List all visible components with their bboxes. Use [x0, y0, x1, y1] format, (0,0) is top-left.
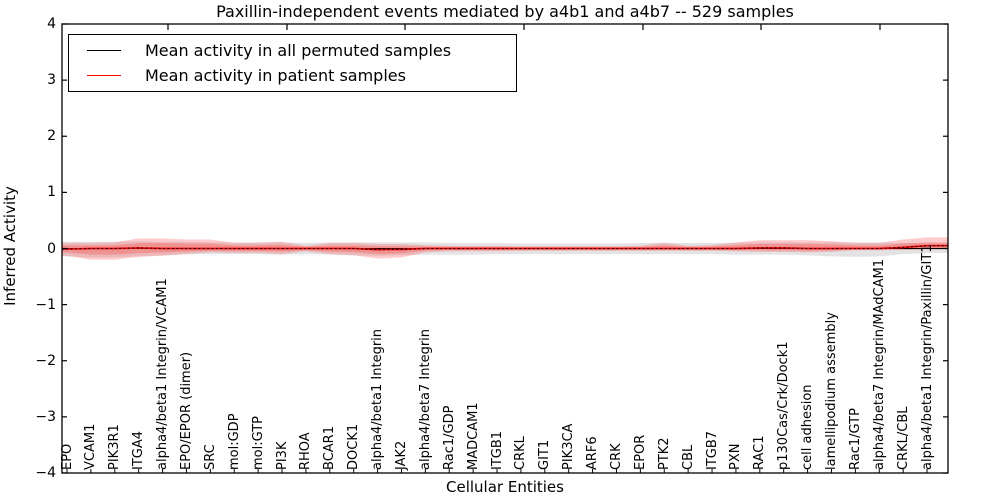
x-tick-label: RAC1 — [752, 435, 768, 470]
x-tick-label: lamellipodium assembly — [823, 312, 839, 470]
x-tick-label: cell adhesion — [800, 384, 816, 470]
x-tick-label: RHOA — [298, 432, 314, 470]
x-tick-label: CRK — [608, 443, 624, 470]
x-tick-label: Rac1/GDP — [441, 405, 457, 470]
x-tick-label: PXN — [728, 443, 744, 470]
x-tick-label: ITGA4 — [131, 430, 147, 470]
x-tick-label: GIT1 — [537, 439, 553, 470]
x-tick-label: MADCAM1 — [465, 402, 481, 470]
legend-label-permuted: Mean activity in all permuted samples — [145, 41, 452, 60]
x-tick-label: CBL — [680, 444, 696, 470]
y-tick-label: 2 — [47, 128, 56, 145]
y-tick-label: 1 — [47, 184, 56, 201]
x-tick-label: mol:GDP — [226, 413, 242, 470]
x-tick-label: alpha4/beta1 Integrin/Paxillin/GIT1 — [919, 244, 935, 470]
x-tick-label: JAK2 — [393, 440, 409, 470]
x-tick-label: alpha4/beta1 Integrin — [370, 328, 386, 470]
legend-line-patient-icon — [87, 75, 121, 76]
x-tick-label: BCAR1 — [322, 426, 338, 470]
y-tick-label: −2 — [35, 352, 56, 369]
x-tick-label: PTK2 — [656, 437, 672, 470]
y-tick-label: 3 — [47, 72, 56, 89]
x-tick-label: p130Cas/Crk/Dock1 — [776, 341, 792, 470]
y-tick-label: −1 — [35, 296, 56, 313]
x-tick-label: Rac1/GTP — [847, 408, 863, 470]
x-tick-label: EPO — [59, 443, 75, 470]
legend-line-permuted-icon — [87, 50, 121, 51]
x-tick-label: alpha4/beta7 Integrin/MAdCAM1 — [871, 259, 887, 470]
x-tick-label: EPO/EPOR (dimer) — [178, 351, 194, 470]
x-tick-label: ARF6 — [585, 436, 601, 470]
x-tick-label: PIK3R1 — [107, 424, 123, 470]
x-tick-label: DOCK1 — [346, 423, 362, 470]
legend-label-patient: Mean activity in patient samples — [145, 66, 406, 85]
x-tick-label: ITGB7 — [704, 430, 720, 470]
chart-title: Paxillin-independent events mediated by … — [216, 2, 794, 21]
x-tick-label: alpha4/beta7 Integrin — [417, 328, 433, 470]
y-tick-label: 4 — [47, 16, 56, 32]
x-tick-label: mol:GTP — [250, 416, 266, 470]
x-tick-label: CRKL/CBL — [895, 406, 911, 471]
legend-entry-patient: Mean activity in patient samples — [69, 66, 516, 85]
x-tick-label: VCAM1 — [83, 423, 99, 470]
y-tick-label: −3 — [35, 408, 56, 425]
x-tick-label: EPOR — [632, 434, 648, 470]
legend: Mean activity in all permuted samples Me… — [68, 34, 517, 92]
legend-entry-permuted: Mean activity in all permuted samples — [69, 41, 516, 60]
x-tick-label: PIK3CA — [561, 423, 577, 470]
y-axis-label-text: Inferred Activity — [1, 186, 19, 306]
x-tick-label: ITGB1 — [489, 430, 505, 470]
x-tick-label: alpha4/beta1 Integrin/VCAM1 — [155, 278, 171, 470]
y-tick-label: 0 — [47, 240, 56, 257]
y-tick-label: −4 — [35, 465, 56, 481]
x-tick-label: SRC — [202, 444, 218, 470]
patient-mean-dash-overlay — [62, 245, 948, 251]
x-axis-label: Cellular Entities — [446, 478, 564, 496]
x-tick-label: PI3K — [274, 441, 290, 470]
x-tick-label: CRKL — [513, 436, 529, 470]
